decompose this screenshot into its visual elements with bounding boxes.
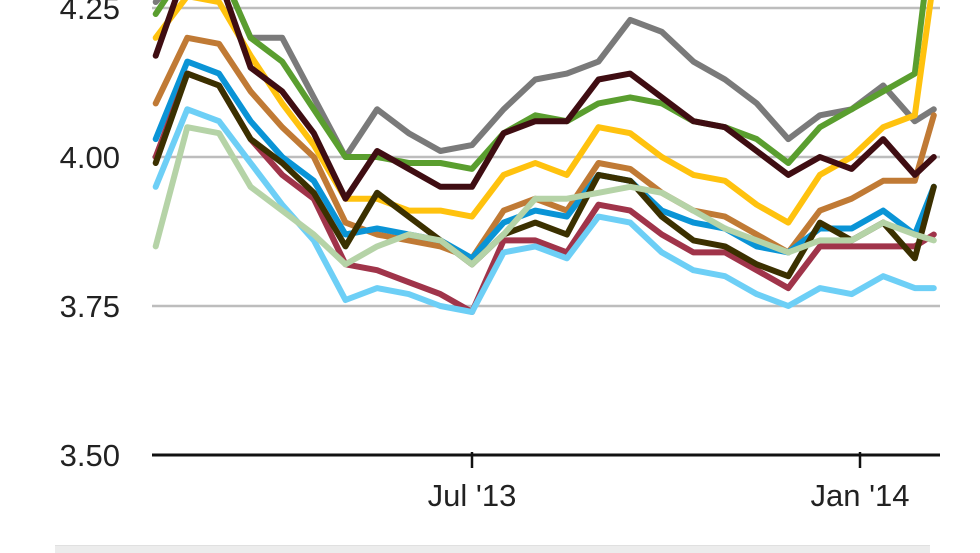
x-axis: Jul '13 Jan '14	[152, 452, 940, 513]
x-tick-label: Jan '14	[811, 478, 910, 513]
series-line-7	[152, 70, 937, 280]
footer-bar	[55, 545, 930, 553]
x-tick-label: Jul '13	[428, 478, 517, 513]
series-line-9	[152, 0, 937, 202]
y-tick-label: 4.00	[60, 140, 120, 175]
series-line-3	[152, 34, 937, 262]
y-tick-label: 3.50	[60, 438, 120, 473]
series-lines	[152, 0, 937, 315]
series-line-8	[152, 124, 937, 268]
y-tick-label: 4.25	[60, 0, 120, 26]
series-line-5	[152, 70, 937, 315]
series-line-0	[152, 0, 937, 160]
y-tick-label: 3.75	[60, 289, 120, 324]
y-axis: 4.25 4.00 3.75 3.50	[60, 0, 120, 473]
series-line-2	[152, 0, 934, 226]
series-line-6	[152, 106, 937, 315]
